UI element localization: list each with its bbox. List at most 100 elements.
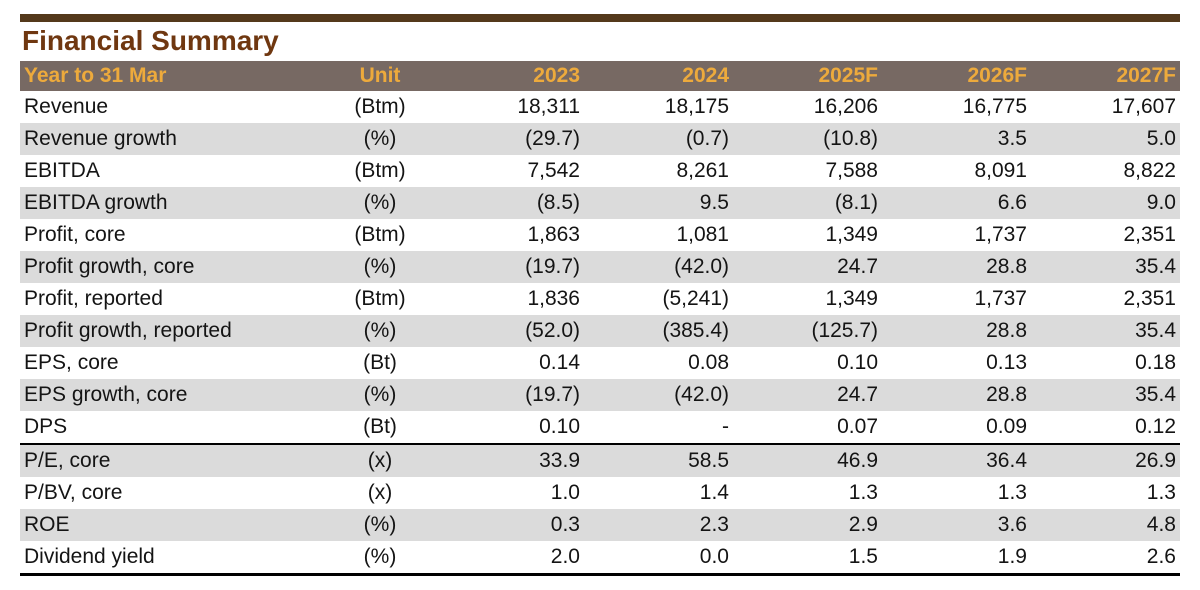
financial-summary-table: Year to 31 Mar Unit 2023 2024 2025F 2026… bbox=[20, 61, 1180, 576]
row-value-cell-2025f: 16,206 bbox=[813, 95, 878, 118]
row-value-cell-2026f: 16,775 bbox=[962, 95, 1027, 118]
table-header-row: Year to 31 Mar Unit 2023 2024 2025F 2026… bbox=[20, 61, 1180, 91]
row-value-cell-2027f: 0.12 bbox=[1135, 415, 1176, 438]
table-row: Revenue growth (%) (29.7) (0.7) (10.8) 3… bbox=[20, 123, 1180, 155]
row-value-cell-2023: 2.0 bbox=[435, 541, 584, 576]
row-value-cell-2025f: (8.1) bbox=[733, 187, 882, 219]
row-value-cell-2024: 0.0 bbox=[584, 541, 733, 576]
table-row: P/E, core (x) 33.9 58.5 46.9 36.4 26.9 bbox=[20, 443, 1180, 477]
row-value-cell-2024: 58.5 bbox=[584, 443, 733, 477]
row-value-cell-2027f: 1.3 bbox=[1146, 481, 1176, 504]
top-divider-bar bbox=[20, 14, 1180, 22]
row-value-cell-2024: 0.08 bbox=[688, 351, 729, 374]
row-value-cell-2025f: 24.7 bbox=[733, 251, 882, 283]
row-value-cell-2024: (42.0) bbox=[584, 251, 733, 283]
row-label-cell: Profit growth, core bbox=[20, 251, 325, 283]
table-row: Profit growth, core (%) (19.7) (42.0) 24… bbox=[20, 251, 1180, 283]
row-value-cell-2023: 18,311 bbox=[517, 95, 580, 118]
row-value-cell-2026f: 1,737 bbox=[974, 287, 1027, 310]
row-label-cell: Profit, reported bbox=[24, 287, 163, 310]
row-value-cell-2026f: 8,091 bbox=[974, 159, 1027, 182]
row-unit-cell: (%) bbox=[325, 541, 435, 576]
row-value-cell-2026f: 0.09 bbox=[986, 415, 1027, 438]
row-value-cell-2026f: 28.8 bbox=[882, 251, 1031, 283]
table-row: P/BV, core (x) 1.0 1.4 1.3 1.3 1.3 bbox=[20, 477, 1180, 509]
row-value-cell-2023: 0.10 bbox=[539, 415, 580, 438]
row-value-cell-2026f: 1.9 bbox=[882, 541, 1031, 576]
row-value-cell-2023: 7,542 bbox=[527, 159, 580, 182]
row-value-cell-2025f: 24.7 bbox=[733, 379, 882, 411]
page-title: Financial Summary bbox=[22, 25, 279, 56]
row-label-cell: P/BV, core bbox=[24, 481, 123, 504]
row-value-cell-2027f: 17,607 bbox=[1111, 95, 1176, 118]
row-value-cell-2023: (29.7) bbox=[435, 123, 584, 155]
row-label-cell: EPS, core bbox=[24, 351, 119, 374]
header-2025f: 2025F bbox=[733, 61, 882, 91]
row-value-cell-2027f: 26.9 bbox=[1031, 443, 1180, 477]
row-value-cell-2025f: 1,349 bbox=[825, 223, 878, 246]
row-value-cell-2023: (8.5) bbox=[435, 187, 584, 219]
row-label-cell: Revenue bbox=[24, 95, 109, 118]
row-value-cell-2025f: 7,588 bbox=[825, 159, 878, 182]
row-value-cell-2026f: 1,737 bbox=[974, 223, 1027, 246]
row-label-cell: DPS bbox=[24, 415, 68, 438]
row-value-cell-2023: (19.7) bbox=[435, 379, 584, 411]
row-unit-cell: (Btm) bbox=[354, 287, 406, 310]
row-value-cell-2027f: 8,822 bbox=[1123, 159, 1176, 182]
row-value-cell-2023: (19.7) bbox=[435, 251, 584, 283]
row-label-cell: Profit growth, reported bbox=[20, 315, 325, 347]
row-value-cell-2024: (0.7) bbox=[584, 123, 733, 155]
row-value-cell-2025f: 1,349 bbox=[825, 287, 878, 310]
row-value-cell-2024: (42.0) bbox=[584, 379, 733, 411]
row-value-cell-2024: 1,081 bbox=[676, 223, 729, 246]
row-unit-cell: (Bt) bbox=[363, 415, 397, 438]
row-label-cell: EPS growth, core bbox=[20, 379, 325, 411]
row-value-cell-2023: 33.9 bbox=[435, 443, 584, 477]
row-value-cell-2024: 9.5 bbox=[584, 187, 733, 219]
row-value-cell-2024: 2.3 bbox=[584, 509, 733, 541]
row-value-cell-2024: 18,175 bbox=[664, 95, 729, 118]
row-value-cell-2026f: 0.13 bbox=[986, 351, 1027, 374]
row-label-cell: Dividend yield bbox=[20, 541, 325, 576]
row-unit-cell: (x) bbox=[367, 481, 393, 504]
row-unit-cell: (%) bbox=[325, 187, 435, 219]
row-value-cell-2024: 8,261 bbox=[676, 159, 729, 182]
table-body: Revenue (Btm) 18,311 18,175 16,206 16,77… bbox=[20, 91, 1180, 576]
table-row: ROE (%) 0.3 2.3 2.9 3.6 4.8 bbox=[20, 509, 1180, 541]
row-label-cell: P/E, core bbox=[20, 443, 325, 477]
row-value-cell-2025f: 1.5 bbox=[733, 541, 882, 576]
table-header: Year to 31 Mar Unit 2023 2024 2025F 2026… bbox=[20, 61, 1180, 91]
header-2026f: 2026F bbox=[882, 61, 1031, 91]
row-value-cell-2023: 0.14 bbox=[539, 351, 580, 374]
table-row: EPS, core (Bt) 0.14 0.08 0.10 0.13 0.18 bbox=[20, 347, 1180, 379]
table-row: DPS (Bt) 0.10 - 0.07 0.09 0.12 bbox=[20, 411, 1180, 444]
row-value-cell-2026f: 1.3 bbox=[997, 481, 1027, 504]
row-value-cell-2027f: 0.18 bbox=[1135, 351, 1176, 374]
row-unit-cell: (Btm) bbox=[354, 159, 406, 182]
row-label-cell: EBITDA growth bbox=[20, 187, 325, 219]
row-value-cell-2027f: 35.4 bbox=[1031, 379, 1180, 411]
table-row: EBITDA growth (%) (8.5) 9.5 (8.1) 6.6 9.… bbox=[20, 187, 1180, 219]
row-value-cell-2025f: 46.9 bbox=[733, 443, 882, 477]
row-value-cell-2026f: 28.8 bbox=[882, 315, 1031, 347]
table-row: EBITDA (Btm) 7,542 8,261 7,588 8,091 8,8… bbox=[20, 155, 1180, 187]
row-unit-cell: (Btm) bbox=[354, 95, 406, 118]
row-value-cell-2026f: 3.6 bbox=[882, 509, 1031, 541]
row-label-cell: EBITDA bbox=[24, 159, 100, 182]
row-unit-cell: (%) bbox=[325, 315, 435, 347]
row-unit-cell: (%) bbox=[325, 251, 435, 283]
table-row: EPS growth, core (%) (19.7) (42.0) 24.7 … bbox=[20, 379, 1180, 411]
row-value-cell-2024: - bbox=[722, 415, 729, 438]
row-value-cell-2027f: 2,351 bbox=[1123, 223, 1176, 246]
row-value-cell-2025f: 1.3 bbox=[848, 481, 878, 504]
table-row: Profit growth, reported (%) (52.0) (385.… bbox=[20, 315, 1180, 347]
row-value-cell-2026f: 28.8 bbox=[882, 379, 1031, 411]
row-value-cell-2025f: (125.7) bbox=[733, 315, 882, 347]
row-value-cell-2027f: 9.0 bbox=[1031, 187, 1180, 219]
row-value-cell-2027f: 35.4 bbox=[1031, 315, 1180, 347]
row-unit-cell: (Bt) bbox=[363, 351, 397, 374]
header-unit: Unit bbox=[325, 61, 435, 91]
row-value-cell-2026f: 6.6 bbox=[882, 187, 1031, 219]
row-value-cell-2027f: 2.6 bbox=[1031, 541, 1180, 576]
